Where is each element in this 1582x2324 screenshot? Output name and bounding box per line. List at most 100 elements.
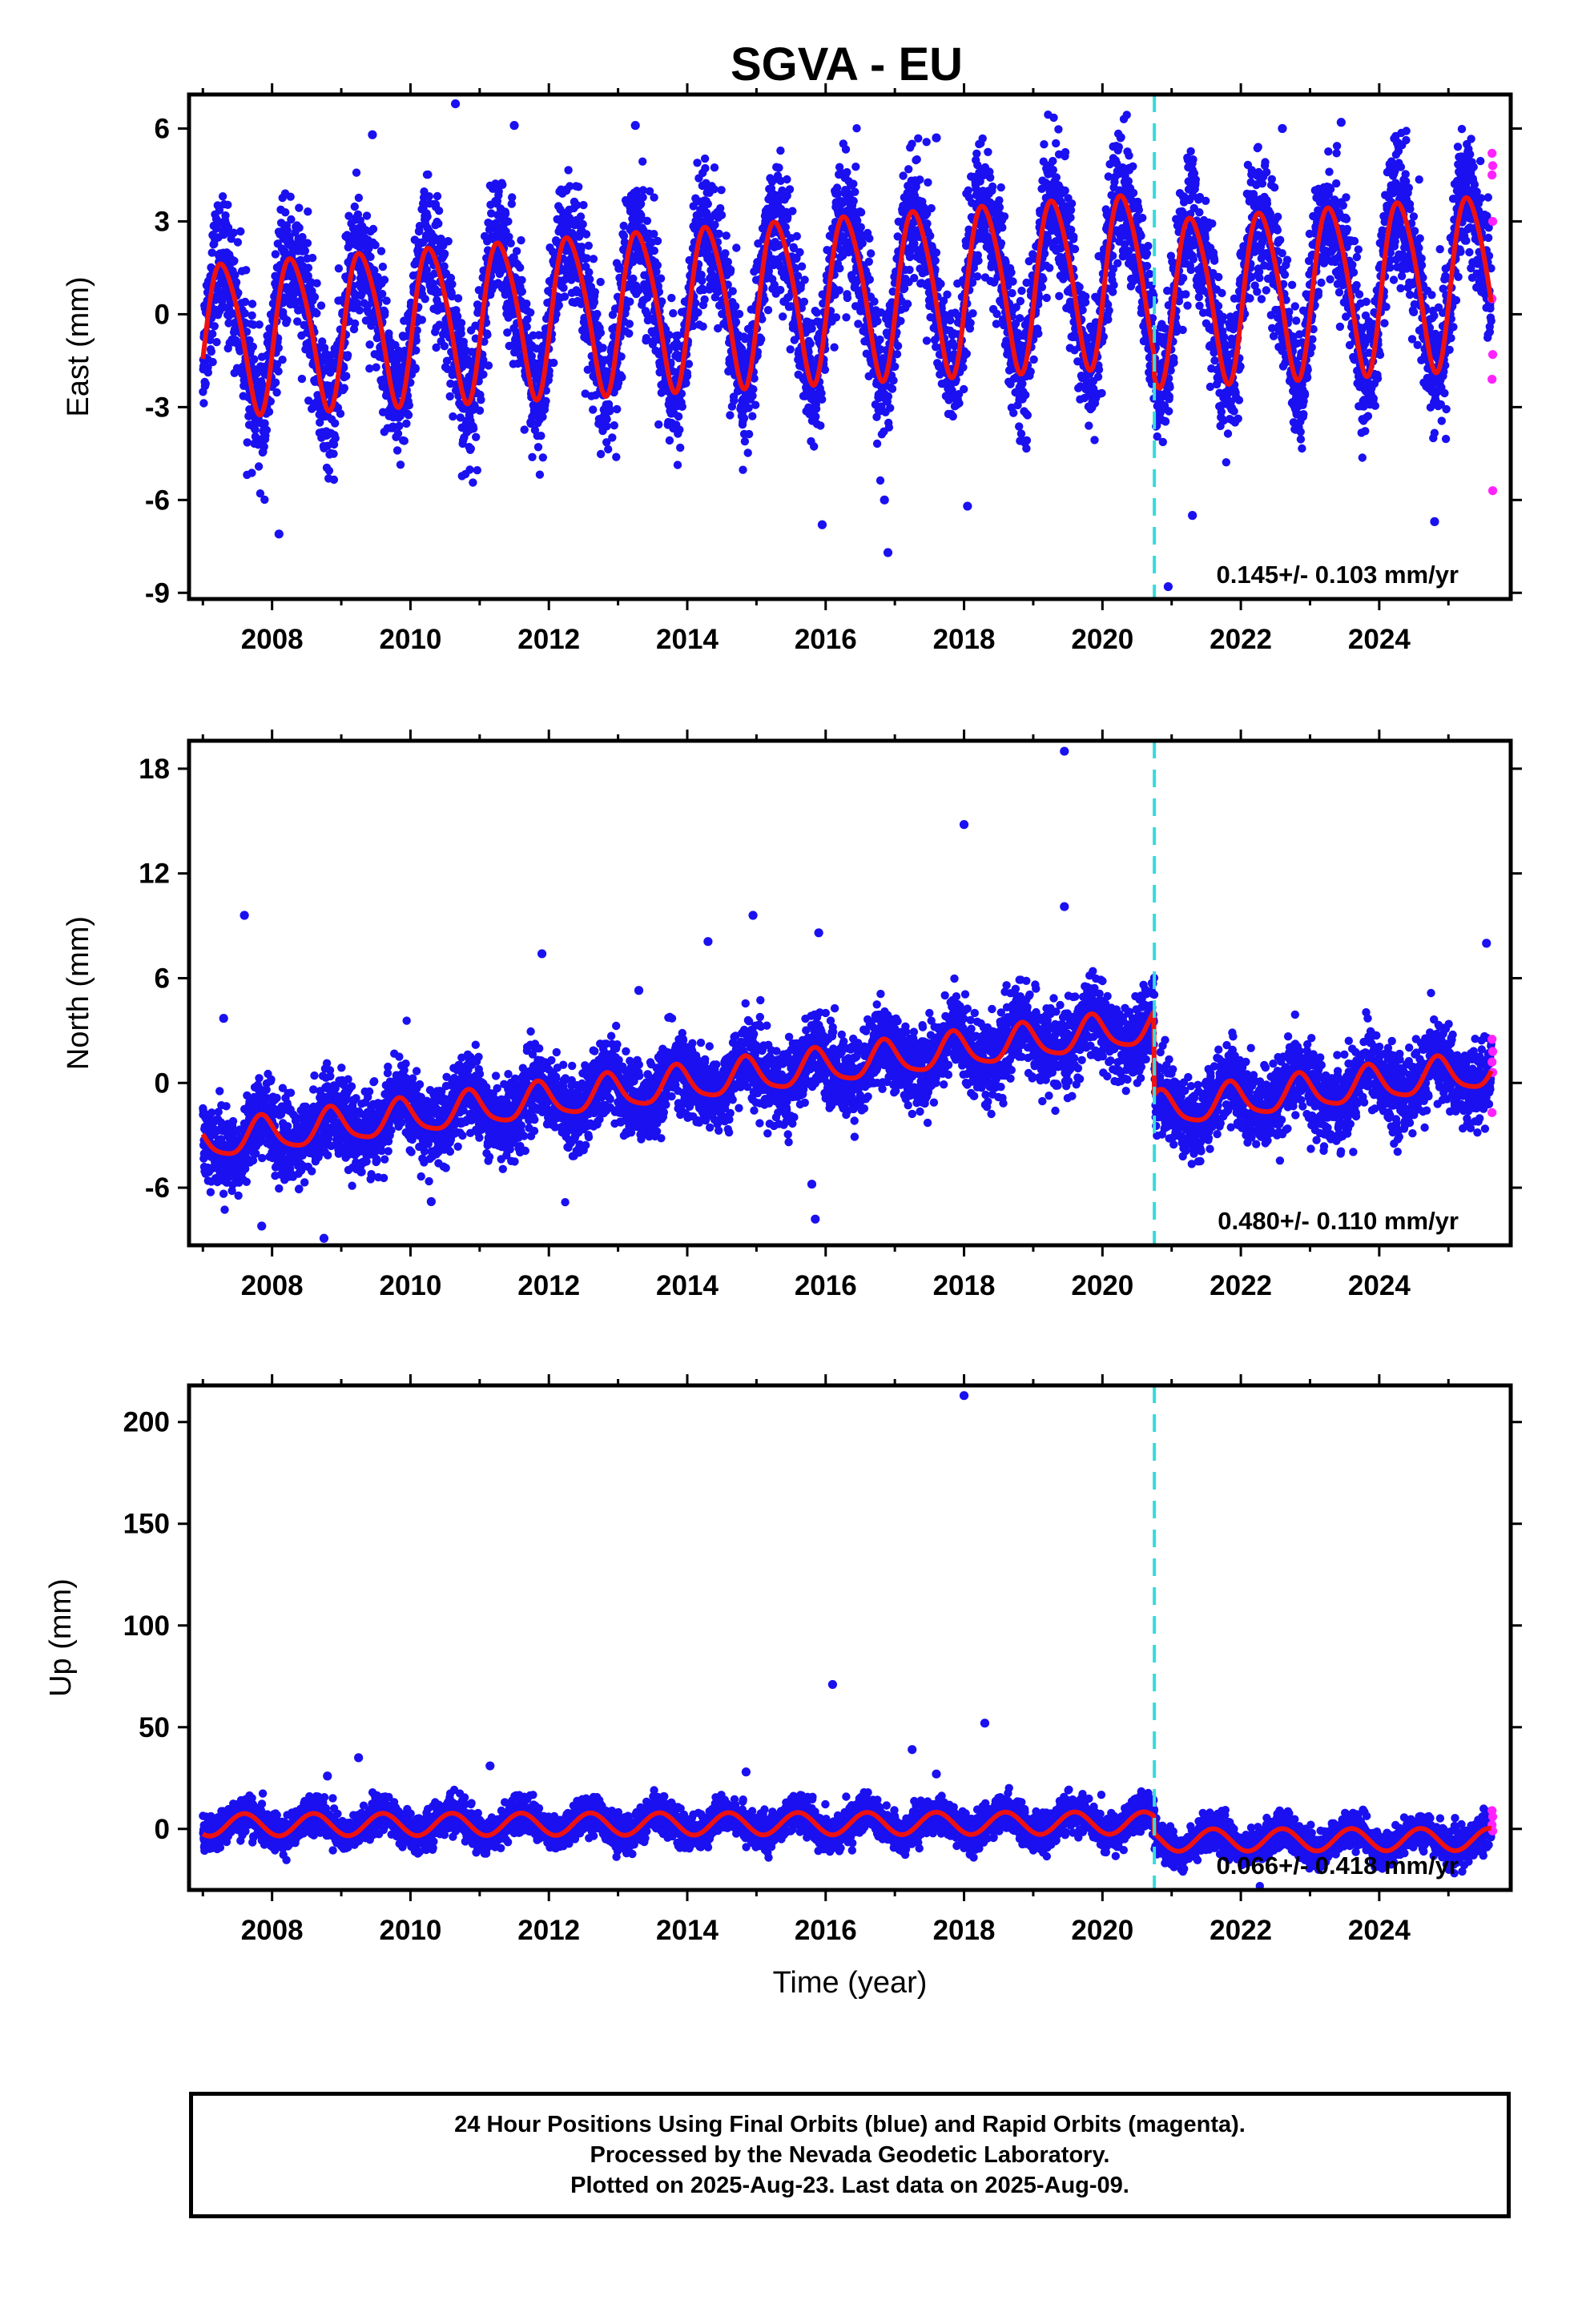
data-point (886, 404, 895, 412)
data-point (365, 340, 374, 349)
data-point (966, 319, 975, 328)
data-point (602, 422, 611, 431)
data-point (266, 397, 275, 406)
data-point (533, 443, 543, 452)
data-point (251, 425, 260, 434)
data-point (1105, 306, 1113, 315)
data-point (792, 231, 801, 241)
data-point (698, 276, 706, 285)
data-point (1039, 275, 1048, 283)
data-point (444, 237, 453, 246)
data-point (340, 384, 348, 392)
data-point (1093, 372, 1103, 381)
data-point (636, 199, 646, 208)
data-point (404, 411, 413, 420)
data-point (250, 355, 259, 364)
data-point (199, 399, 208, 408)
data-point (684, 360, 694, 368)
data-point (1144, 242, 1153, 251)
data-point (1122, 111, 1131, 119)
data-point (984, 147, 992, 156)
data-point (749, 384, 758, 394)
data-point (508, 193, 517, 202)
data-point (843, 167, 851, 177)
data-point (606, 407, 614, 416)
data-point (960, 384, 968, 394)
data-point (739, 414, 749, 423)
data-point (201, 380, 210, 388)
data-point (1125, 151, 1133, 160)
data-point (1066, 213, 1075, 222)
data-point (841, 145, 851, 154)
data-point (230, 256, 239, 265)
panel-east: 2008 2010 2012 2014 2016 2018 2020 2022 2024-9-6… (62, 83, 1522, 655)
data-point (498, 180, 507, 189)
data-point (287, 215, 296, 224)
data-point (922, 336, 932, 345)
data-point (870, 297, 879, 306)
data-point (739, 465, 747, 474)
data-point (582, 230, 591, 239)
data-point (700, 295, 709, 304)
data-point (891, 362, 900, 371)
data-point (448, 279, 457, 289)
data-point (212, 338, 221, 347)
data-point (889, 376, 898, 385)
data-point (710, 185, 719, 194)
data-point (912, 155, 921, 164)
data-point (560, 292, 570, 301)
data-point (434, 219, 443, 228)
data-point (1061, 186, 1069, 195)
data-point (248, 311, 256, 320)
data-point (849, 196, 858, 206)
data-point (1075, 283, 1084, 292)
data-point (370, 266, 379, 275)
data-point (572, 200, 582, 210)
data-point (449, 412, 457, 421)
data-point (931, 256, 940, 265)
data-point (271, 250, 280, 259)
data-point (453, 312, 462, 321)
data-point (817, 395, 827, 404)
data-point (506, 239, 515, 247)
data-point (673, 460, 682, 469)
data-point (318, 337, 327, 346)
data-point (343, 351, 352, 360)
data-point (626, 297, 634, 306)
data-point (922, 138, 931, 147)
data-point (864, 257, 874, 266)
data-point (728, 287, 737, 296)
data-point (775, 163, 783, 172)
data-point (694, 308, 702, 317)
data-point (469, 424, 478, 433)
data-point (395, 421, 404, 431)
data-point (329, 475, 339, 485)
data-point (677, 389, 686, 398)
data-point (717, 186, 726, 195)
data-point (512, 247, 521, 255)
data-point (665, 331, 674, 340)
data-point (411, 364, 420, 372)
data-point (440, 342, 449, 351)
data-point (260, 442, 268, 451)
data-point (274, 344, 283, 352)
data-point (283, 316, 292, 325)
data-point (1114, 143, 1124, 151)
data-point (852, 124, 861, 133)
data-point (842, 313, 851, 322)
data-point (504, 217, 513, 226)
data-point (585, 267, 594, 277)
data-point (576, 212, 586, 221)
data-point (996, 183, 1005, 192)
data-point (1138, 213, 1147, 223)
data-point (1104, 315, 1113, 324)
data-point (484, 361, 493, 370)
final-orbit-points-east (199, 99, 1495, 592)
data-point (310, 292, 320, 302)
data-point (453, 294, 463, 303)
data-point (721, 249, 730, 258)
data-point (1034, 329, 1043, 338)
data-point (722, 231, 731, 240)
data-point (535, 470, 545, 479)
data-point (703, 199, 712, 208)
